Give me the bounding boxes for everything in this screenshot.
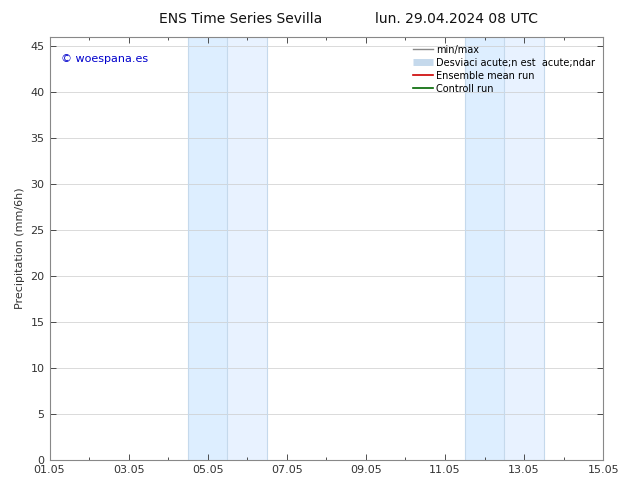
Text: © woespana.es: © woespana.es: [61, 54, 148, 64]
Bar: [188, 37, 228, 460]
Y-axis label: Precipitation (mm/6h): Precipitation (mm/6h): [15, 188, 25, 309]
Bar: [504, 37, 544, 460]
Text: lun. 29.04.2024 08 UTC: lun. 29.04.2024 08 UTC: [375, 12, 538, 26]
Legend: min/max, Desviaci acute;n est  acute;ndar, Ensemble mean run, Controll run: min/max, Desviaci acute;n est acute;ndar…: [410, 42, 598, 97]
Bar: [465, 37, 504, 460]
Bar: [228, 37, 267, 460]
Text: ENS Time Series Sevilla: ENS Time Series Sevilla: [159, 12, 323, 26]
